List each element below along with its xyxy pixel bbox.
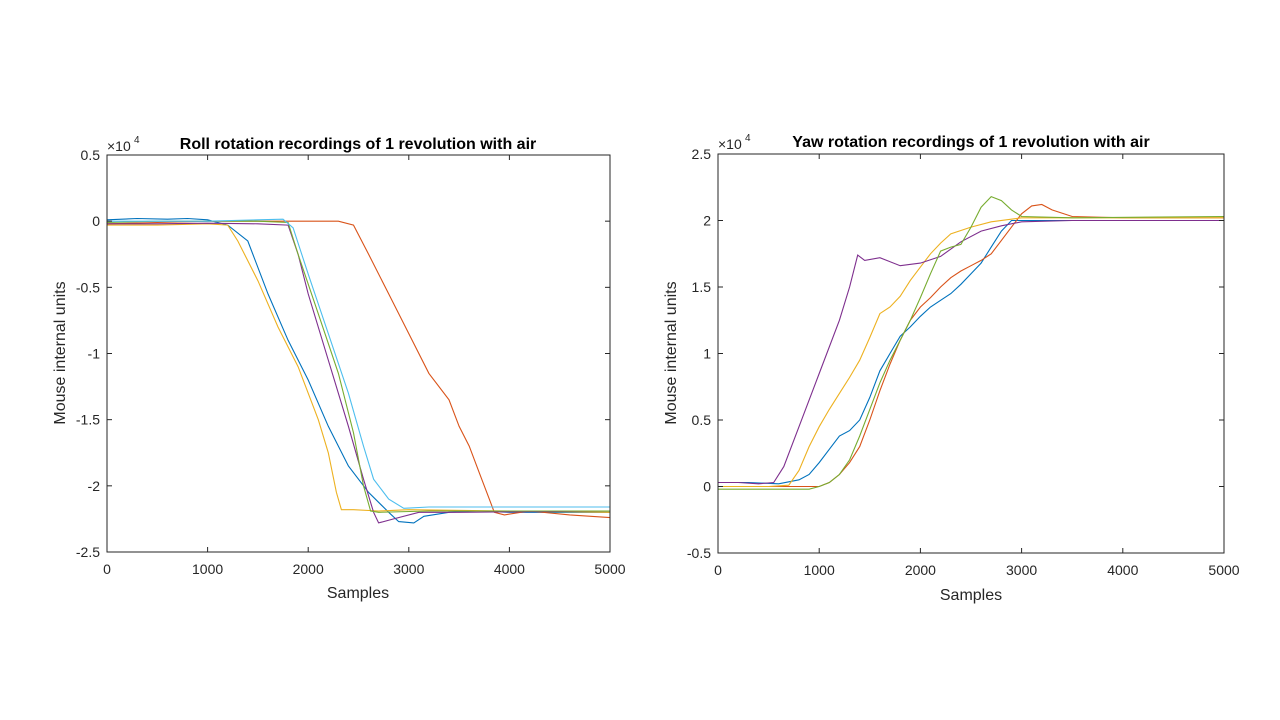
roll-x-axis-label: Samples [327,585,389,602]
yaw-x-ticks: 0 1000 2000 3000 4000 5000 [714,154,1240,578]
yaw-y-tick-label: 1.5 [692,279,712,295]
yaw-y-tick-label: -0.5 [687,545,711,561]
yaw-series-line-4 [718,219,1224,485]
yaw-y-tick-label: 2.5 [692,146,712,162]
roll-exponent-base: ×10 [107,138,131,154]
yaw-y-tick-label: 1 [703,346,711,362]
roll-y-tick-label: -2.5 [76,544,100,560]
roll-chart-title: Roll rotation recordings of 1 revolution… [180,136,536,153]
yaw-y-tick-label: 0.5 [692,412,712,428]
roll-y-tick-label: -1 [88,346,101,362]
roll-y-tick-label: 0.5 [81,147,101,163]
roll-series-line-2 [106,220,611,519]
roll-chart: 0 1000 2000 3000 4000 5000 0.5 0 -0.5 -1 -1.5 -2 -2… [52,135,626,602]
roll-y-tick-label: -2 [88,478,101,494]
yaw-y-tick-label: 0 [703,479,711,495]
yaw-y-axis-label: Mouse internal units [663,281,680,424]
yaw-x-tick-label: 1000 [804,562,835,578]
yaw-series-line-3 [718,217,1224,488]
roll-y-axis-label: Mouse internal units [52,281,69,424]
roll-x-tick-label: 3000 [393,561,424,577]
yaw-x-tick-label: 4000 [1107,562,1138,578]
yaw-series-line-5 [718,195,1225,490]
roll-y-tick-label: 0 [92,213,100,229]
yaw-y-ticks: 2.5 2 1.5 1 0.5 0 -0.5 [687,146,1224,561]
roll-series-line-3 [107,223,611,513]
yaw-series-line-2 [718,203,1224,488]
yaw-x-tick-label: 2000 [905,562,936,578]
yaw-x-tick-label: 3000 [1006,562,1037,578]
roll-y-tick-label: -1.5 [76,412,100,428]
yaw-series-line-1 [718,219,1224,485]
yaw-x-tick-label: 0 [714,562,722,578]
yaw-chart-title: Yaw rotation recordings of 1 revolution … [792,134,1149,151]
roll-series-line-6 [107,218,610,509]
yaw-series-group [718,195,1225,490]
yaw-exponent-power: 4 [745,133,751,144]
roll-x-ticks: 0 1000 2000 3000 4000 5000 [103,155,626,577]
yaw-y-tick-label: 2 [703,213,711,229]
roll-x-tick-label: 0 [103,561,111,577]
roll-series-group [106,217,611,524]
roll-x-tick-label: 2000 [293,561,324,577]
roll-y-ticks: 0.5 0 -0.5 -1 -1.5 -2 -2.5 [76,147,610,560]
roll-x-tick-label: 1000 [192,561,223,577]
yaw-x-tick-label: 5000 [1208,562,1239,578]
yaw-chart: 0 1000 2000 3000 4000 5000 2.521.510.50-0.5 ×… [663,133,1240,604]
roll-y-tick-label: -0.5 [76,279,100,295]
roll-x-tick-label: 4000 [494,561,525,577]
roll-x-tick-label: 5000 [594,561,625,577]
roll-exponent-power: 4 [134,135,140,146]
roll-series-line-4 [107,222,611,524]
roll-series-line-1 [106,217,610,524]
yaw-plot-area [718,154,1224,553]
yaw-exponent-base: ×10 [718,136,742,152]
yaw-x-axis-label: Samples [940,587,1002,604]
roll-plot-area [107,155,610,552]
